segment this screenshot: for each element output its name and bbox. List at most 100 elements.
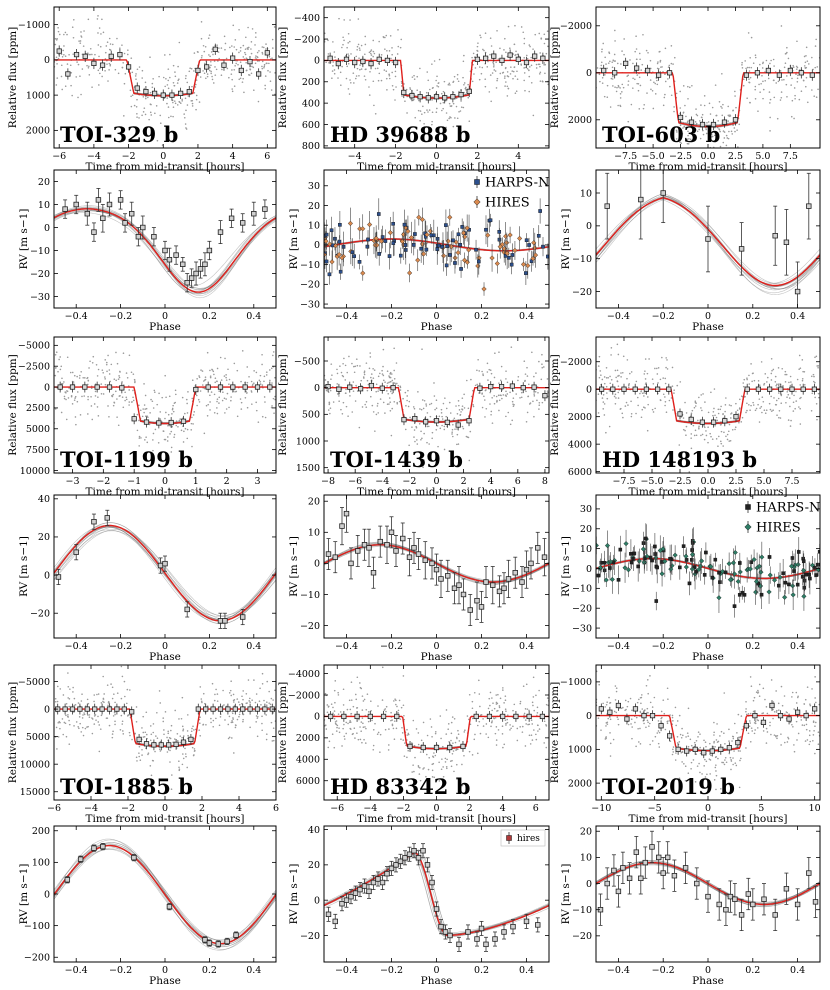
raw-flux-point <box>769 62 771 65</box>
raw-flux-point <box>476 50 479 52</box>
y-tick-label: −5000 <box>18 677 50 688</box>
raw-flux-point <box>535 694 537 697</box>
raw-flux-point <box>810 409 813 412</box>
raw-flux-point <box>124 391 126 394</box>
raw-flux-point <box>482 718 484 720</box>
raw-flux-point <box>54 700 57 703</box>
raw-flux-point <box>63 721 66 724</box>
raw-flux-point <box>790 381 792 383</box>
x-tick-label: −0.4 <box>65 641 88 652</box>
raw-flux-point <box>332 61 335 63</box>
raw-flux-point <box>207 37 210 39</box>
binned-flux-point <box>178 90 184 96</box>
raw-flux-point <box>116 37 118 40</box>
raw-flux-point <box>128 404 130 406</box>
raw-flux-point <box>778 416 780 419</box>
raw-flux-point <box>115 390 117 393</box>
raw-flux-point <box>486 66 489 68</box>
binned-flux-point <box>108 53 114 59</box>
raw-flux-point <box>125 398 128 401</box>
rv-point <box>202 261 208 267</box>
raw-flux-point <box>80 36 83 38</box>
raw-flux-point <box>272 739 275 742</box>
raw-flux-point <box>501 733 504 735</box>
raw-flux-point <box>354 365 357 368</box>
raw-flux-point <box>526 67 529 70</box>
raw-flux-point <box>359 49 361 51</box>
raw-flux-point <box>203 432 206 435</box>
x-axis-label: Phase <box>692 321 724 333</box>
raw-flux-point <box>690 447 693 450</box>
raw-flux-point <box>600 64 603 67</box>
raw-flux-point <box>73 697 76 700</box>
raw-flux-point <box>603 376 606 378</box>
raw-flux-point <box>798 354 801 357</box>
rv-point <box>683 564 689 570</box>
binned-flux-point <box>195 706 201 712</box>
raw-flux-point <box>206 414 209 417</box>
rv-point <box>602 560 607 565</box>
raw-flux-point <box>327 409 330 411</box>
raw-flux-point <box>441 424 443 427</box>
raw-flux-point <box>158 392 160 395</box>
rv-point <box>399 238 405 245</box>
raw-flux-point <box>693 434 696 437</box>
raw-flux-point <box>177 425 179 428</box>
raw-flux-point <box>138 445 140 447</box>
raw-flux-point <box>540 378 543 381</box>
x-tick-label: 0.4 <box>790 311 805 322</box>
raw-flux-point <box>606 397 609 400</box>
raw-flux-point <box>263 66 265 69</box>
binned-flux-point <box>238 67 244 74</box>
y-tick-label: 30 <box>308 181 320 192</box>
raw-flux-point <box>352 381 355 383</box>
raw-flux-point <box>755 407 758 410</box>
raw-flux-point <box>761 411 763 414</box>
raw-flux-point <box>245 390 247 393</box>
raw-flux-point <box>768 402 771 405</box>
raw-flux-point <box>338 400 340 403</box>
raw-flux-point <box>93 403 96 405</box>
raw-flux-point <box>769 130 771 132</box>
rv-point <box>451 238 455 243</box>
raw-flux-point <box>148 423 151 426</box>
raw-flux-point <box>186 730 189 732</box>
raw-flux-point <box>724 157 726 159</box>
raw-flux-point <box>104 378 106 380</box>
rv-point <box>391 222 395 226</box>
binned-flux-point <box>225 706 231 712</box>
raw-flux-point <box>353 365 355 368</box>
rv-point <box>441 253 447 259</box>
raw-flux-point <box>171 408 174 411</box>
plot-area <box>596 523 820 618</box>
raw-flux-point <box>60 411 63 414</box>
raw-flux-point <box>748 383 751 385</box>
raw-flux-point <box>719 440 722 443</box>
raw-flux-point <box>107 80 109 82</box>
raw-flux-point <box>456 428 458 430</box>
raw-flux-point <box>410 98 412 100</box>
raw-flux-point <box>475 54 478 56</box>
raw-flux-point <box>108 62 111 65</box>
raw-flux-point <box>617 397 620 399</box>
raw-flux-point <box>73 725 75 727</box>
raw-flux-point <box>90 396 92 398</box>
binned-flux-point <box>809 72 815 78</box>
raw-flux-point <box>634 50 636 53</box>
rv-point <box>623 541 629 547</box>
raw-flux-point <box>463 54 465 57</box>
binned-flux-point <box>601 67 607 74</box>
raw-flux-point <box>219 716 222 718</box>
raw-flux-point <box>136 413 139 416</box>
planet-label: TOI-1885 b <box>60 774 193 799</box>
raw-flux-point <box>501 397 503 400</box>
raw-flux-point <box>758 421 761 423</box>
raw-flux-point <box>420 438 422 441</box>
raw-flux-point <box>343 357 345 360</box>
raw-flux-point <box>370 54 373 56</box>
raw-flux-point <box>670 45 673 47</box>
raw-flux-point <box>613 53 616 56</box>
raw-flux-point <box>502 394 505 396</box>
raw-flux-point <box>752 62 755 65</box>
raw-flux-point <box>248 74 251 76</box>
